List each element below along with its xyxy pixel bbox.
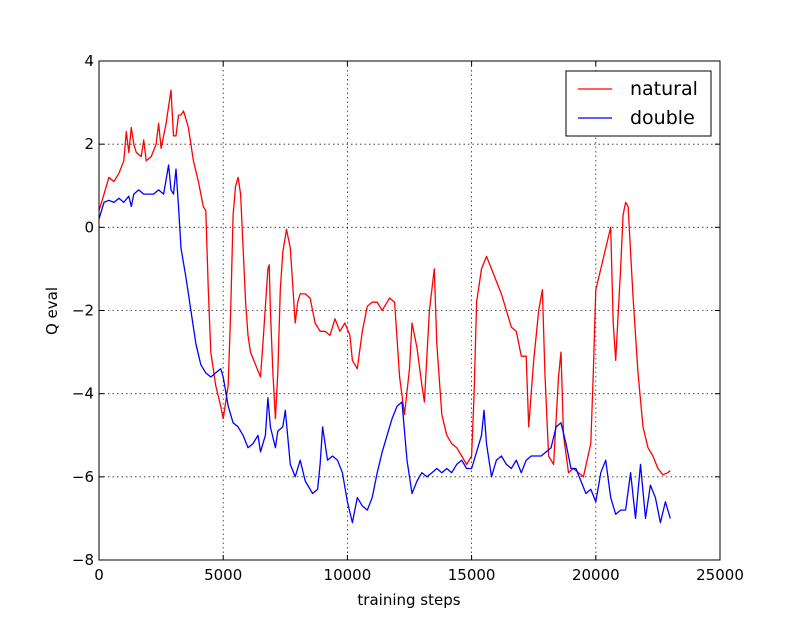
x-tick-label: 20000 <box>572 566 620 584</box>
x-axis-title: training steps <box>357 591 460 609</box>
series-line-double <box>99 164 671 524</box>
legend-label-natural: natural <box>630 78 698 100</box>
legend-box <box>565 70 712 137</box>
y-tick-label: 0 <box>84 218 94 236</box>
legend: natural double <box>565 70 712 137</box>
y-tick-label: −4 <box>72 385 94 403</box>
series-group <box>99 89 671 524</box>
grid-lines <box>99 61 720 560</box>
x-tick-label: 10000 <box>324 566 372 584</box>
series-line-natural <box>99 89 671 478</box>
x-tick-label: 5000 <box>204 566 242 584</box>
y-axis-title: Q eval <box>43 287 61 335</box>
tick-group: 0 5000 10000 15000 20000 25000 −8 −6 −4 −2 0 2 4 <box>72 52 744 584</box>
x-tick-label: 0 <box>94 566 104 584</box>
y-tick-label: 4 <box>84 52 94 70</box>
x-tick-label: 15000 <box>448 566 496 584</box>
y-tick-label: −8 <box>72 551 94 569</box>
y-tick-label: 2 <box>84 135 94 153</box>
y-tick-label: −6 <box>72 468 94 486</box>
y-tick-label: −2 <box>72 302 94 320</box>
x-tick-label: 25000 <box>696 566 744 584</box>
legend-label-double: double <box>630 107 695 129</box>
